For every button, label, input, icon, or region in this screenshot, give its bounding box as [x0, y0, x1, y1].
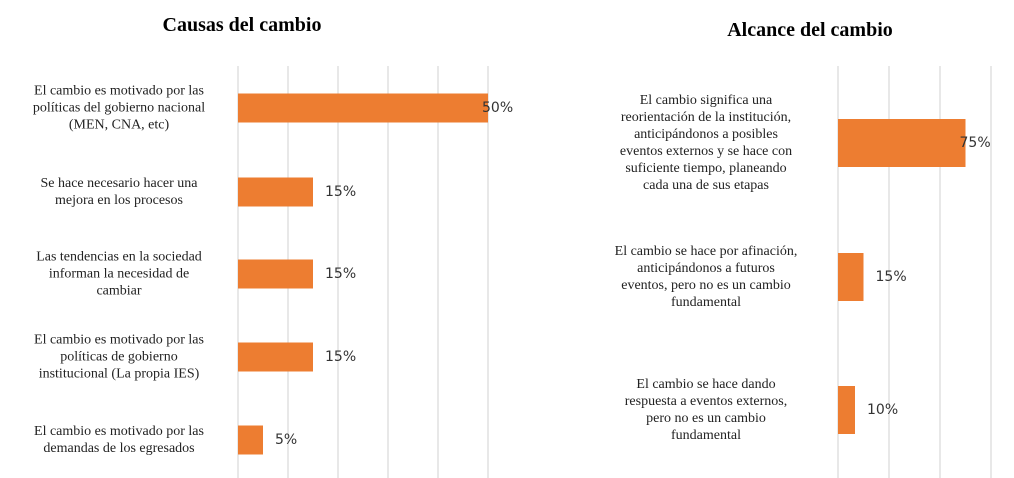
category-label: El cambio se hace dando respuesta a even…	[624, 377, 788, 443]
category-label: El cambio es motivado por las demandas d…	[34, 424, 204, 456]
bar	[838, 386, 855, 434]
bar	[238, 425, 263, 455]
category-label: Las tendencias en la sociedad informan l…	[36, 249, 202, 299]
value-label: 15%	[876, 269, 907, 285]
value-label: 15%	[325, 349, 356, 365]
category-label: El cambio es motivado por las políticas …	[34, 332, 204, 382]
category-label: El cambio significa una reorientación de…	[619, 93, 793, 193]
bar	[238, 177, 313, 207]
value-label: 15%	[325, 266, 356, 282]
bar	[238, 342, 313, 372]
bar	[838, 119, 966, 167]
category-label: Se hace necesario hacer una mejora en lo…	[40, 176, 198, 208]
value-label: 5%	[275, 432, 297, 448]
value-label: 15%	[325, 184, 356, 200]
category-label: El cambio se hace por afinación, anticip…	[614, 244, 798, 310]
category-label: El cambio es motivado por las políticas …	[32, 83, 206, 133]
chart-title: Alcance del cambio	[727, 19, 893, 41]
value-label: 75%	[960, 135, 991, 151]
value-label: 10%	[867, 402, 898, 418]
bar	[238, 259, 313, 289]
chart-title: Causas del cambio	[162, 14, 322, 36]
bar	[838, 253, 864, 301]
value-label: 50%	[482, 100, 513, 116]
bar	[238, 93, 488, 123]
